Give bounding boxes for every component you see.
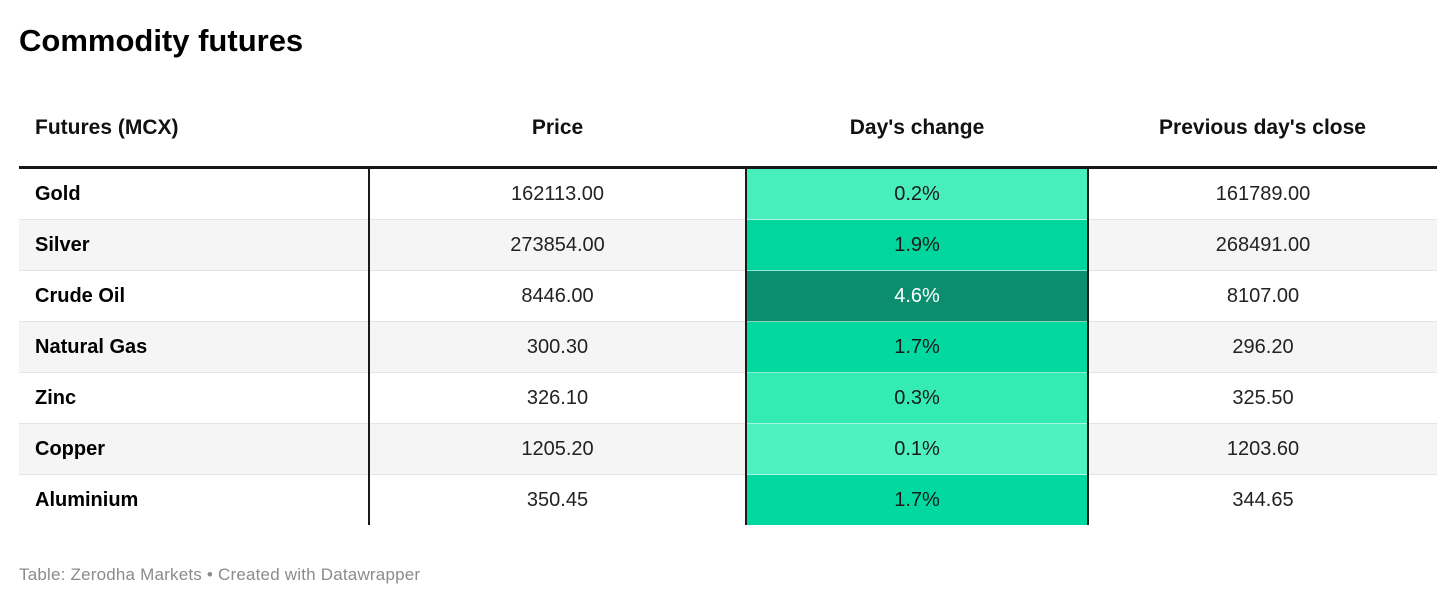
table-row-aluminium: Aluminium 350.45 1.7% 344.65 [19, 474, 1437, 525]
price-cell: 326.10 [369, 372, 746, 424]
days-change-cell: 4.6% [745, 270, 1089, 322]
futures-cell: Aluminium [19, 474, 370, 525]
price-cell: 8446.00 [369, 270, 746, 322]
page-title: Commodity futures [19, 23, 304, 58]
column-header-days-change: Day's change [746, 106, 1088, 169]
prev-close-cell: 161789.00 [1088, 167, 1437, 220]
table-source-attribution: Table: Zerodha Markets • Created with Da… [19, 565, 421, 584]
futures-cell: Zinc [19, 372, 370, 424]
price-cell: 162113.00 [369, 167, 746, 220]
prev-close-cell: 344.65 [1232, 488, 1294, 511]
price-cell: 300.30 [369, 321, 746, 373]
table-row-copper: Copper 1205.20 0.1% 1203.60 [19, 423, 1437, 475]
days-change-cell: 0.1% [745, 423, 1089, 475]
days-change-cell: 1.7% [745, 474, 1089, 525]
column-header-prev-close: Previous day's close [1088, 106, 1437, 169]
commodity-futures-table: Futures (MCX) Price Day's change Previou… [19, 106, 1437, 525]
price-cell: 273854.00 [369, 219, 746, 271]
prev-close-cell: 325.50 [1088, 372, 1437, 424]
days-change-cell: 1.9% [745, 219, 1089, 271]
futures-cell: Crude Oil [19, 270, 370, 322]
days-change-cell: 0.2% [745, 167, 1089, 220]
days-change-cell: 1.7% [745, 321, 1089, 373]
prev-close-cell: 296.20 [1088, 321, 1437, 373]
futures-cell: Gold [19, 167, 370, 220]
column-header-futures: Futures (MCX) [19, 106, 369, 169]
futures-cell: Silver [19, 219, 370, 271]
datawrapper-table-widget: Commodity futures Futures (MCX) Price Da… [19, 23, 1437, 584]
table-row-crude-oil: Crude Oil 8446.00 4.6% 8107.00 [19, 270, 1437, 322]
column-header-price: Price [369, 106, 746, 169]
table-row-zinc: Zinc 326.10 0.3% 325.50 [19, 372, 1437, 424]
price-cell: 1205.20 [369, 423, 746, 475]
futures-cell: Copper [19, 423, 370, 475]
table-header-row: Futures (MCX) Price Day's change Previou… [19, 106, 1437, 169]
prev-close-cell: 1203.60 [1088, 423, 1437, 475]
table-row-silver: Silver 273854.00 1.9% 268491.00 [19, 219, 1437, 271]
table-row-natural-gas: Natural Gas 300.30 1.7% 296.20 [19, 321, 1437, 373]
futures-cell: Natural Gas [19, 321, 370, 373]
prev-close-cell: 8107.00 [1088, 270, 1437, 322]
days-change-cell: 0.3% [745, 372, 1089, 424]
table-row-gold: Gold 162113.00 0.2% 161789.00 [19, 167, 1437, 220]
prev-close-cell: 268491.00 [1088, 219, 1437, 271]
price-cell: 350.45 [526, 488, 589, 511]
